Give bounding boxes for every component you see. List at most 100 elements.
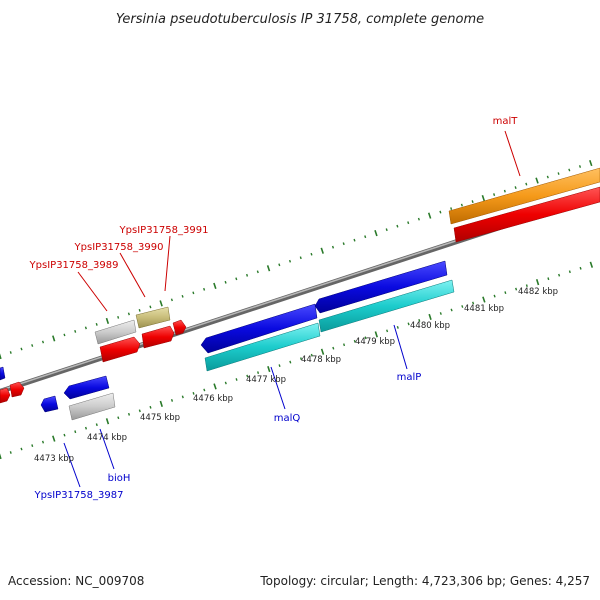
minor-tick — [138, 409, 141, 413]
minor-tick — [224, 381, 227, 385]
minor-tick — [353, 238, 356, 242]
minor-tick — [149, 305, 152, 309]
minor-tick — [300, 357, 303, 361]
major-tick — [0, 353, 2, 360]
minor-tick — [95, 423, 98, 427]
minor-tick — [578, 165, 582, 168]
scale-labels: 4473 kbp 4474 kbp 4475 kbp 4476 kbp 4477… — [34, 287, 558, 464]
accession-text: Accession: NC_009708 — [8, 574, 144, 588]
map-title: Yersinia pseudotuberculosis IP 31758, co… — [116, 12, 484, 27]
gene-ypsip-3990 — [135, 306, 171, 329]
minor-tick — [235, 378, 238, 381]
minor-tick — [503, 189, 506, 193]
minor-tick — [418, 318, 421, 322]
major-tick — [0, 453, 2, 460]
minor-tick — [493, 193, 496, 197]
minor-tick — [568, 168, 571, 172]
major-tick — [481, 194, 486, 202]
minor-tick — [364, 235, 367, 239]
leader-malP — [393, 324, 408, 370]
major-tick — [589, 159, 593, 167]
minor-tick — [332, 346, 335, 350]
minor-tick — [127, 412, 131, 416]
gene-malP-cyan — [318, 279, 455, 333]
major-tick — [213, 282, 217, 289]
minor-tick — [257, 371, 260, 374]
minor-tick — [310, 252, 313, 256]
gene-red-left-2 — [9, 381, 25, 398]
minor-tick — [224, 280, 227, 284]
gene-red-3 — [172, 319, 187, 336]
minor-tick — [84, 326, 87, 330]
minor-tick — [299, 256, 302, 260]
leader-malQ — [270, 366, 286, 410]
minor-tick — [525, 284, 528, 288]
minor-tick — [138, 309, 141, 312]
minor-tick — [461, 305, 464, 308]
label-ypsip-3989: YpsIP31758_3989 — [29, 260, 119, 271]
scale-label: 4481 kbp — [464, 304, 504, 314]
major-tick — [482, 296, 486, 303]
minor-tick — [203, 388, 206, 392]
leader-ypsip-3987 — [63, 442, 81, 488]
minor-tick — [472, 301, 475, 305]
minor-tick — [353, 339, 356, 343]
minor-tick — [331, 245, 335, 249]
minor-tick — [41, 440, 45, 444]
minor-tick — [246, 374, 249, 378]
minor-tick — [127, 312, 130, 316]
minor-tick — [31, 444, 34, 447]
minor-tick — [386, 329, 389, 333]
major-tick — [535, 177, 539, 184]
minor-tick — [546, 175, 549, 179]
minor-tick — [439, 312, 442, 315]
minor-tick — [20, 447, 23, 451]
minor-tick — [450, 207, 453, 210]
minor-tick — [170, 398, 174, 402]
genome-summary-text: Topology: circular; Length: 4,723,306 bp… — [259, 574, 590, 588]
scale-label: 4482 kbp — [518, 287, 558, 297]
major-tick — [320, 247, 324, 254]
minor-tick — [74, 329, 77, 333]
minor-tick — [246, 273, 249, 277]
label-bioH: bioH — [108, 473, 131, 484]
minor-tick — [63, 433, 66, 437]
minor-tick — [278, 364, 281, 367]
gene-malQ-blue — [200, 303, 318, 354]
leader-ypsip-3989 — [77, 271, 108, 312]
minor-tick — [117, 316, 120, 319]
minor-tick — [568, 270, 571, 274]
gene-bioH-blue — [63, 375, 110, 400]
label-malT: malT — [493, 116, 519, 127]
gene-malQ-cyan — [204, 322, 321, 372]
major-tick — [320, 348, 325, 355]
minor-tick — [579, 266, 582, 270]
minor-tick — [9, 451, 12, 454]
minor-tick — [514, 186, 517, 190]
minor-tick — [407, 322, 410, 326]
minor-tick — [181, 395, 184, 399]
minor-tick — [192, 291, 195, 295]
label-leaders — [63, 130, 521, 488]
leader-ypsip-3990 — [119, 252, 146, 298]
minor-tick — [547, 277, 550, 281]
minor-tick — [95, 322, 98, 326]
minor-tick — [342, 242, 345, 246]
minor-tick — [364, 336, 367, 340]
major-tick — [535, 279, 540, 286]
scale-label: 4475 kbp — [140, 413, 180, 423]
minor-tick — [41, 340, 45, 344]
label-ypsip-3987: YpsIP31758_3987 — [34, 490, 124, 501]
minor-tick — [9, 351, 12, 354]
minor-tick — [31, 344, 34, 347]
minor-tick — [192, 392, 195, 395]
leader-ypsip-3991 — [164, 235, 171, 292]
minor-tick — [385, 228, 388, 232]
minor-tick — [84, 426, 88, 430]
minor-tick — [460, 203, 463, 207]
minor-tick — [407, 221, 410, 225]
minor-tick — [504, 291, 507, 294]
gene-red-left-1 — [0, 387, 11, 404]
major-tick — [213, 383, 217, 390]
major-tick — [374, 331, 378, 338]
